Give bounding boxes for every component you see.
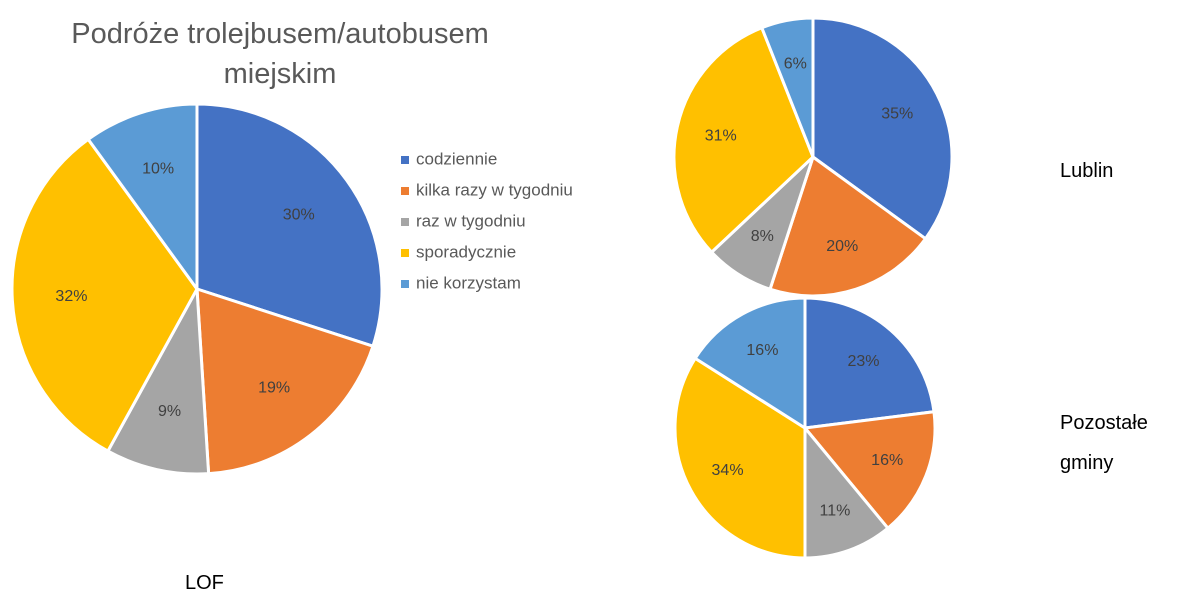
caption: Pozostałe gminy bbox=[1060, 412, 1148, 474]
pie-slice bbox=[10, 137, 199, 454]
legend-marker bbox=[401, 280, 409, 288]
chart-title: Podróże trolejbusem/autobusem miejskim bbox=[71, 18, 489, 90]
pie-slice bbox=[86, 102, 199, 294]
pie-slice bbox=[105, 283, 211, 476]
pie-slice bbox=[811, 16, 954, 241]
legend-marker bbox=[401, 249, 409, 257]
pie-slice bbox=[803, 296, 936, 430]
data-label: 32% bbox=[55, 288, 87, 305]
pie-slice bbox=[803, 423, 890, 560]
data-label: 35% bbox=[881, 105, 913, 122]
pie-slice bbox=[802, 410, 937, 531]
caption: LOF bbox=[185, 572, 224, 594]
data-label: 10% bbox=[142, 161, 174, 178]
data-label: 16% bbox=[871, 452, 903, 469]
legend-label: sporadycznie bbox=[416, 242, 516, 261]
legend-marker bbox=[401, 156, 409, 164]
data-label: 34% bbox=[712, 462, 744, 479]
data-label: 20% bbox=[826, 238, 858, 255]
pie-slice bbox=[195, 102, 384, 349]
pie-slice bbox=[768, 154, 928, 298]
data-label: 6% bbox=[784, 55, 807, 72]
data-label: 16% bbox=[746, 342, 778, 359]
data-label: 31% bbox=[705, 128, 737, 145]
pie-slice bbox=[693, 296, 807, 431]
data-label: 23% bbox=[847, 353, 879, 370]
legend-marker bbox=[401, 218, 409, 226]
data-label: 8% bbox=[751, 228, 774, 245]
pie-slice bbox=[759, 16, 815, 158]
data-label: 11% bbox=[820, 502, 851, 519]
data-label: 19% bbox=[258, 380, 290, 397]
pie-slice bbox=[195, 286, 375, 476]
data-label: 30% bbox=[283, 206, 315, 223]
legend-label: raz w tygodniu bbox=[416, 211, 526, 230]
legend-label: kilka razy w tygodniu bbox=[416, 180, 573, 199]
legend-label: nie korzystam bbox=[416, 273, 521, 292]
pie-slice bbox=[672, 25, 815, 255]
legend-label: codziennie bbox=[416, 149, 497, 168]
legend-marker bbox=[401, 187, 409, 195]
data-label: 9% bbox=[158, 403, 181, 420]
caption: Lublin bbox=[1060, 160, 1114, 182]
